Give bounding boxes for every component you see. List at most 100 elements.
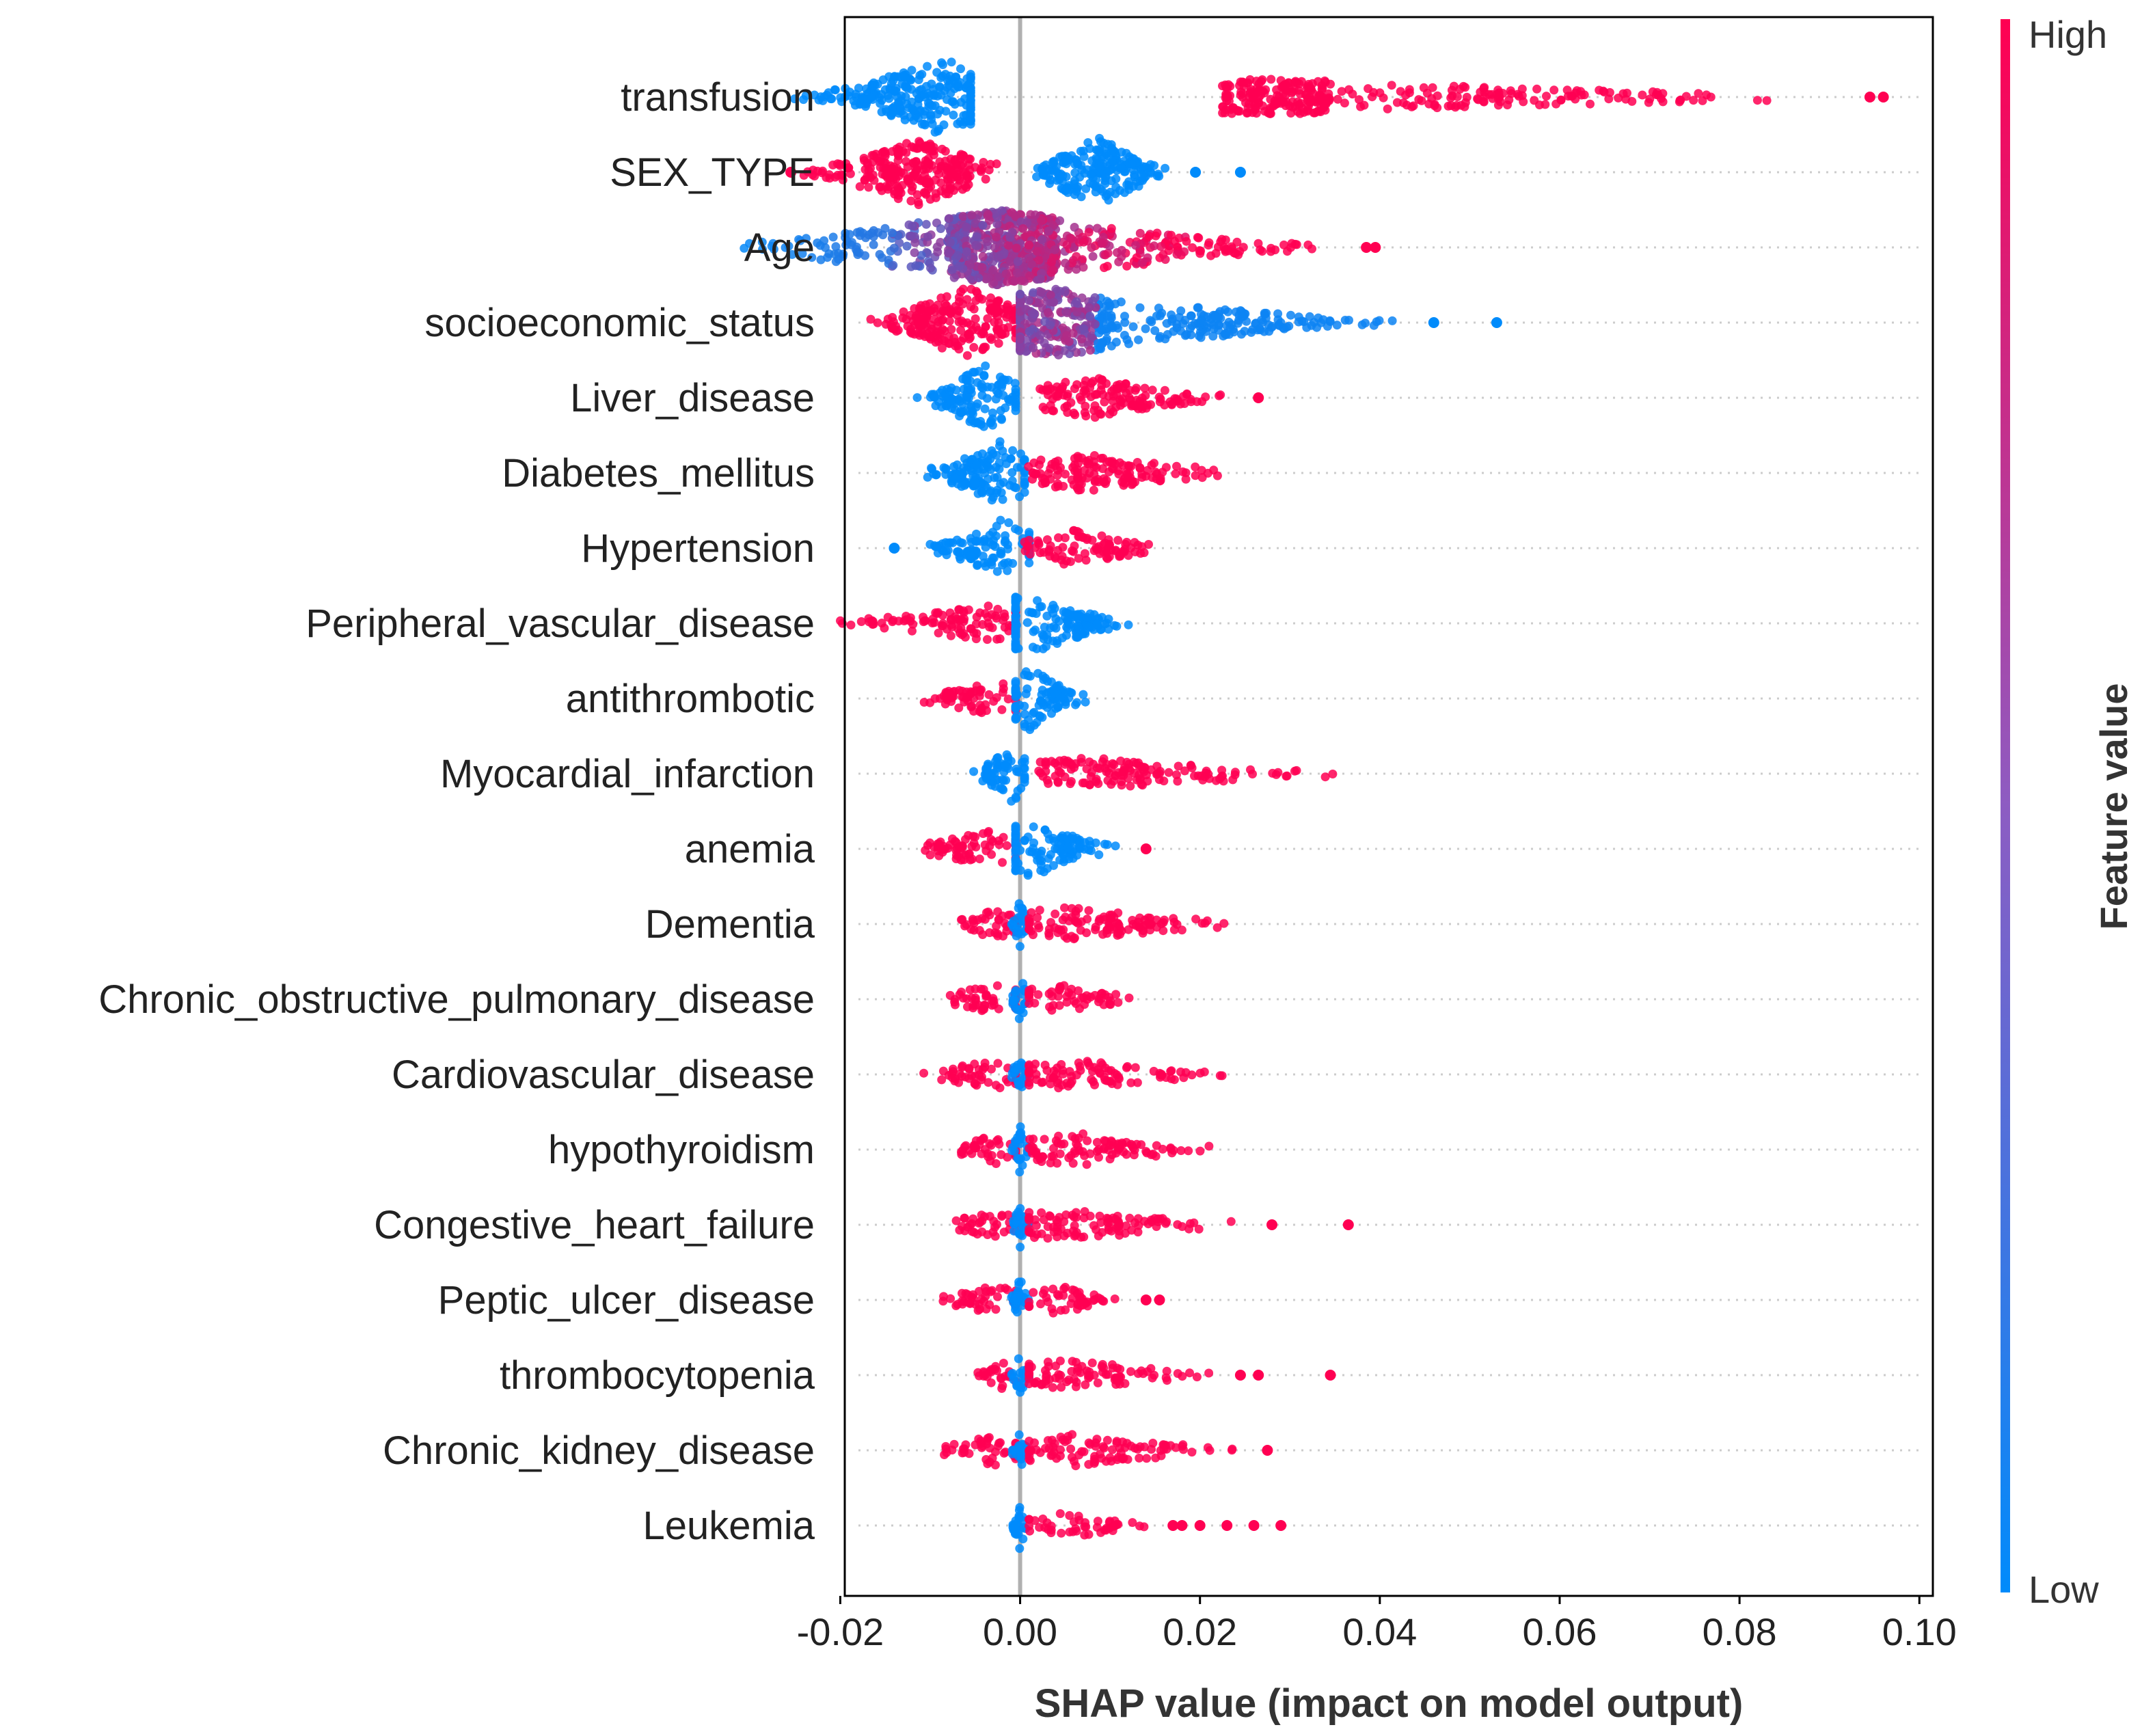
shap-point	[1117, 245, 1126, 255]
shap-point	[1016, 289, 1025, 299]
shap-point	[1140, 383, 1150, 393]
shap-outlier-point	[1342, 1219, 1354, 1230]
shap-point	[958, 159, 967, 169]
shap-point	[1085, 345, 1095, 355]
shap-point	[1286, 109, 1296, 118]
shap-point	[1077, 1294, 1087, 1303]
shap-point	[947, 265, 957, 275]
shap-point	[972, 460, 981, 470]
shap-point	[1039, 631, 1048, 640]
shap-point	[984, 601, 993, 611]
shap-point	[1124, 993, 1134, 1003]
shap-point	[984, 619, 993, 628]
shap-point	[1095, 344, 1104, 353]
shap-point	[1012, 463, 1022, 472]
shap-point	[836, 616, 845, 625]
feature-row	[957, 1122, 1214, 1177]
shap-point	[1122, 388, 1131, 398]
shap-point	[1325, 94, 1334, 103]
shap-point	[987, 1365, 997, 1374]
shap-point	[1172, 920, 1182, 929]
shap-point	[937, 58, 947, 68]
shap-point	[1029, 288, 1038, 297]
shap-point	[1124, 461, 1134, 471]
shap-point	[921, 178, 930, 188]
shap-point	[912, 89, 921, 98]
shap-point	[1094, 374, 1104, 383]
shap-point	[1094, 328, 1104, 338]
shap-point	[1072, 265, 1081, 274]
shap-point	[1070, 1286, 1079, 1295]
shap-point	[1266, 243, 1276, 253]
shap-point	[992, 212, 1002, 221]
shap-point	[899, 307, 908, 316]
shap-point	[1251, 319, 1260, 329]
shap-point	[1085, 312, 1095, 321]
shap-point	[901, 314, 911, 324]
shap-point	[1037, 1157, 1046, 1166]
shap-point	[1034, 256, 1044, 265]
shap-point	[1428, 83, 1437, 92]
shap-point	[986, 1141, 996, 1150]
shap-point	[1064, 1153, 1074, 1163]
shap-point	[1460, 102, 1469, 111]
shap-point	[1219, 102, 1228, 111]
shap-point	[1011, 703, 1020, 711]
shap-point	[1120, 318, 1130, 327]
shap-point	[1292, 765, 1301, 775]
shap-point	[1062, 331, 1072, 340]
shap-point	[1062, 308, 1072, 318]
shap-point	[966, 384, 976, 394]
shap-point	[923, 232, 933, 241]
shap-point	[997, 705, 1007, 714]
shap-point	[1105, 301, 1115, 310]
shap-point	[947, 325, 956, 334]
shap-point	[932, 328, 942, 338]
shap-point	[1027, 908, 1036, 917]
feature-row	[969, 750, 1338, 806]
shap-point	[1504, 95, 1514, 105]
shap-point	[787, 249, 797, 259]
shap-point	[873, 79, 882, 89]
shap-point	[955, 306, 964, 316]
shap-point	[1084, 906, 1094, 915]
shap-point	[1007, 796, 1016, 806]
shap-point	[1303, 105, 1312, 115]
shap-point	[1020, 754, 1029, 763]
shap-point	[998, 1381, 1007, 1390]
shap-point	[1348, 90, 1357, 99]
shap-point	[1374, 316, 1384, 325]
shap-point	[1279, 89, 1288, 98]
shap-point	[990, 1232, 1000, 1241]
shap-point	[1167, 316, 1177, 326]
shap-point	[945, 248, 953, 258]
shap-point	[981, 274, 991, 284]
shap-point	[1100, 1072, 1109, 1082]
shap-point	[1180, 399, 1189, 408]
shap-point	[1072, 380, 1082, 390]
shap-point	[1040, 338, 1049, 348]
shap-point	[1046, 321, 1055, 330]
shap-point	[907, 186, 917, 195]
shap-point	[1182, 389, 1192, 398]
shap-point	[1474, 95, 1483, 105]
shap-point	[1031, 1215, 1040, 1225]
shap-point	[1064, 154, 1074, 163]
shap-point	[1099, 1000, 1109, 1009]
shap-point	[923, 472, 932, 482]
shap-point	[974, 273, 984, 283]
shap-point	[998, 688, 1007, 697]
shap-point	[845, 230, 854, 239]
shap-point	[1029, 343, 1038, 353]
shap-point	[966, 86, 975, 96]
shap-point	[798, 249, 807, 258]
shap-point	[1224, 317, 1234, 327]
shap-point	[1215, 391, 1224, 401]
shap-point	[1067, 932, 1076, 941]
shap-point	[906, 196, 916, 206]
shap-point	[892, 144, 901, 154]
shap-point	[1053, 1217, 1062, 1227]
shap-point	[1090, 990, 1100, 1000]
shap-point	[1016, 1128, 1026, 1137]
shap-point	[1113, 323, 1123, 333]
